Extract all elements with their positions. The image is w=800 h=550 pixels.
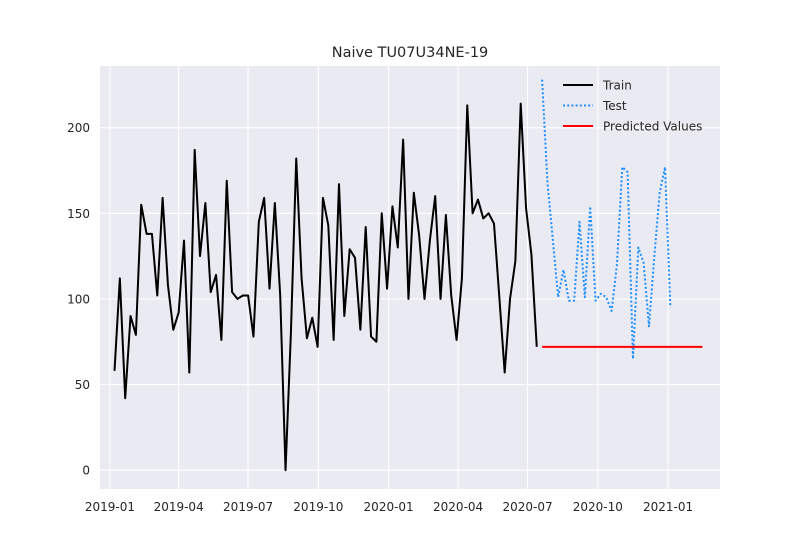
x-tick-label: 2020-10 [573, 500, 623, 514]
x-tick-label: 2019-01 [85, 500, 135, 514]
legend-label: Test [602, 99, 627, 113]
x-tick-label: 2020-01 [364, 500, 414, 514]
tick-labels: 2019-01 2019-04 2019-07 2019-10 2020-01 2020-… [67, 121, 693, 514]
legend-label: Train [602, 79, 632, 93]
x-tick-label: 2019-07 [223, 500, 273, 514]
chart-title: Naive TU07U34NE-19 [332, 45, 489, 61]
series-line-test [541, 79, 672, 360]
y-tick-label: 200 [67, 121, 90, 135]
legend: Train Test Predicted Values [563, 79, 702, 134]
x-tick-label: 2019-10 [293, 500, 343, 514]
x-tick-label: 2021-01 [643, 500, 693, 514]
series-line-train [113, 102, 538, 472]
legend-label: Predicted Values [603, 120, 702, 134]
x-tick-label: 2020-04 [433, 500, 483, 514]
y-tick-label: 100 [67, 292, 90, 306]
y-tick-label: 50 [75, 378, 90, 392]
y-tick-label: 150 [67, 207, 90, 221]
x-tick-label: 2019-04 [154, 500, 204, 514]
series-layer [113, 79, 703, 472]
x-tick-label: 2020-07 [503, 500, 553, 514]
y-tick-label: 0 [82, 464, 90, 478]
